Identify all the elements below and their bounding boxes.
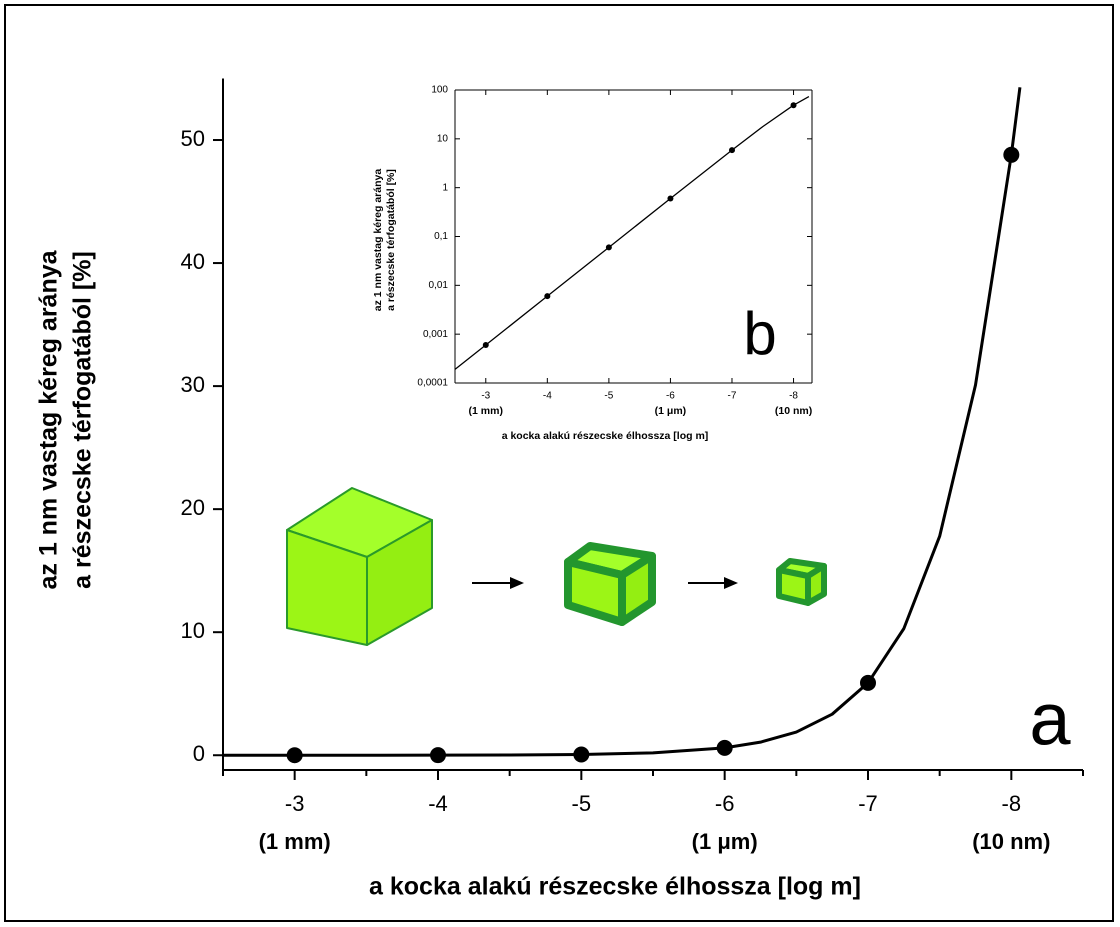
x-tick-label: -3 <box>481 391 490 402</box>
y-axis-title: az 1 nm vastag kéreg aránya <box>372 169 384 312</box>
y-tick-label: 20 <box>181 495 205 520</box>
y-axis-title: az 1 nm vastag kéreg aránya <box>35 249 63 589</box>
data-point <box>544 293 551 300</box>
x-tick-label: -4 <box>543 391 552 402</box>
panel-label: b <box>743 300 776 367</box>
y-tick-label: 50 <box>181 126 205 151</box>
data-point <box>667 195 674 202</box>
x-sub-label: (1 μm) <box>692 829 758 854</box>
data-point <box>482 342 489 349</box>
y-tick-label: 0 <box>193 741 205 766</box>
x-tick-label: -6 <box>715 791 735 816</box>
x-tick-label: -8 <box>1002 791 1022 816</box>
y-axis-title: a részecske térfogatából [%] <box>385 169 397 311</box>
data-point <box>790 102 797 109</box>
y-tick-label: 0,001 <box>423 329 448 340</box>
data-point <box>605 244 612 251</box>
panel-label: a <box>1029 678 1071 761</box>
data-point <box>286 747 303 764</box>
y-tick-label: 1 <box>442 182 448 193</box>
data-point <box>430 747 446 764</box>
frame <box>4 4 1114 922</box>
x-tick-label: -6 <box>666 391 675 402</box>
x-sub-label: (1 μm) <box>655 405 687 417</box>
y-tick-label: 0,0001 <box>417 378 448 389</box>
x-axis-title: a kocka alakú részecske élhossza [log m] <box>369 873 861 901</box>
x-tick-label: -3 <box>285 791 305 816</box>
y-tick-label: 100 <box>431 85 448 96</box>
x-tick-label: -5 <box>572 791 592 816</box>
data-point <box>1003 146 1020 163</box>
y-tick-label: 10 <box>437 133 449 144</box>
data-point <box>728 147 735 154</box>
data-point <box>573 746 590 763</box>
x-sub-label: (10 nm) <box>972 829 1050 854</box>
y-tick-label: 0,01 <box>429 280 449 291</box>
x-tick-label: -5 <box>604 391 613 402</box>
cube-illustration <box>286 487 827 646</box>
x-axis-title: a kocka alakú részecske élhossza [log m] <box>502 430 709 442</box>
data-point <box>716 739 733 756</box>
y-tick-label: 0,1 <box>434 231 448 242</box>
x-tick-label: -7 <box>858 791 878 816</box>
y-tick-label: 30 <box>181 372 205 397</box>
x-tick-label: -4 <box>428 791 448 816</box>
x-sub-label: (10 nm) <box>775 405 812 417</box>
x-sub-label: (1 mm) <box>469 405 503 417</box>
y-tick-label: 40 <box>181 249 205 274</box>
x-tick-label: -8 <box>789 391 798 402</box>
x-sub-label: (1 mm) <box>259 829 331 854</box>
curve <box>223 87 1022 757</box>
x-tick-label: -7 <box>728 391 737 402</box>
data-point <box>860 674 876 691</box>
y-axis-title: a részecske térfogatából [%] <box>69 251 97 589</box>
y-tick-label: 10 <box>181 618 205 643</box>
